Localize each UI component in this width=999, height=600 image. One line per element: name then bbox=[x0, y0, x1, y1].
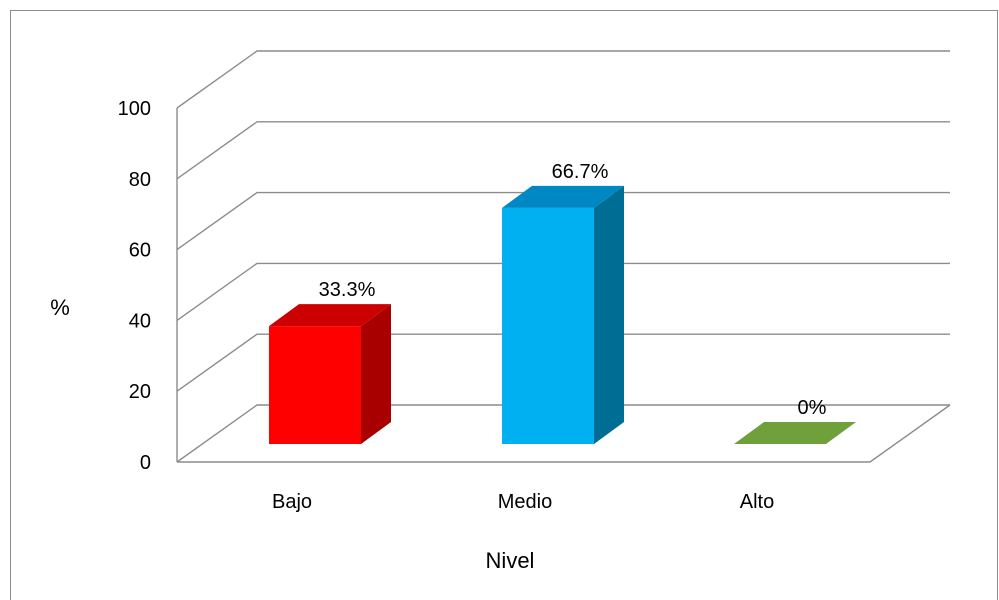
bar-top bbox=[269, 304, 391, 327]
bar-bajo bbox=[269, 304, 391, 444]
y-tick-label: 60 bbox=[129, 240, 151, 262]
y-tick-label: 80 bbox=[129, 169, 151, 191]
x-tick-label: Medio bbox=[498, 491, 552, 513]
gridline bbox=[176, 191, 950, 251]
labels-layer: 0 20 40 60 80 100 33.3% Bajo 66.7% Medio 0% Alto bbox=[118, 98, 827, 513]
x-axis-title: Nivel bbox=[486, 548, 535, 573]
gridline bbox=[176, 404, 950, 463]
bar-front bbox=[269, 326, 361, 444]
bar-top bbox=[734, 422, 856, 444]
gridline bbox=[176, 121, 950, 180]
x-tick-label: Alto bbox=[740, 491, 774, 513]
bar-side bbox=[361, 304, 391, 444]
bar-top bbox=[502, 185, 624, 208]
data-label: 0% bbox=[798, 397, 827, 419]
y-tick-label: 40 bbox=[129, 310, 151, 332]
bar-alto bbox=[734, 422, 856, 444]
grid-layer bbox=[176, 50, 951, 463]
gridline bbox=[176, 50, 950, 109]
bar-side bbox=[594, 185, 624, 444]
bars-layer bbox=[269, 185, 856, 444]
y-tick-label: 100 bbox=[118, 98, 151, 120]
data-label: 66.7% bbox=[552, 161, 609, 183]
gridline bbox=[176, 333, 950, 392]
x-tick-label: Bajo bbox=[272, 491, 312, 513]
bar-front bbox=[502, 207, 594, 444]
data-label: 33.3% bbox=[319, 279, 376, 301]
gridline bbox=[176, 262, 950, 321]
y-tick-label: 20 bbox=[129, 381, 151, 403]
y-tick-label: 0 bbox=[140, 452, 151, 474]
bar-medio bbox=[502, 185, 624, 444]
y-axis-title: % bbox=[50, 295, 70, 320]
chart-frame bbox=[10, 10, 998, 600]
floor-edge bbox=[177, 404, 951, 463]
